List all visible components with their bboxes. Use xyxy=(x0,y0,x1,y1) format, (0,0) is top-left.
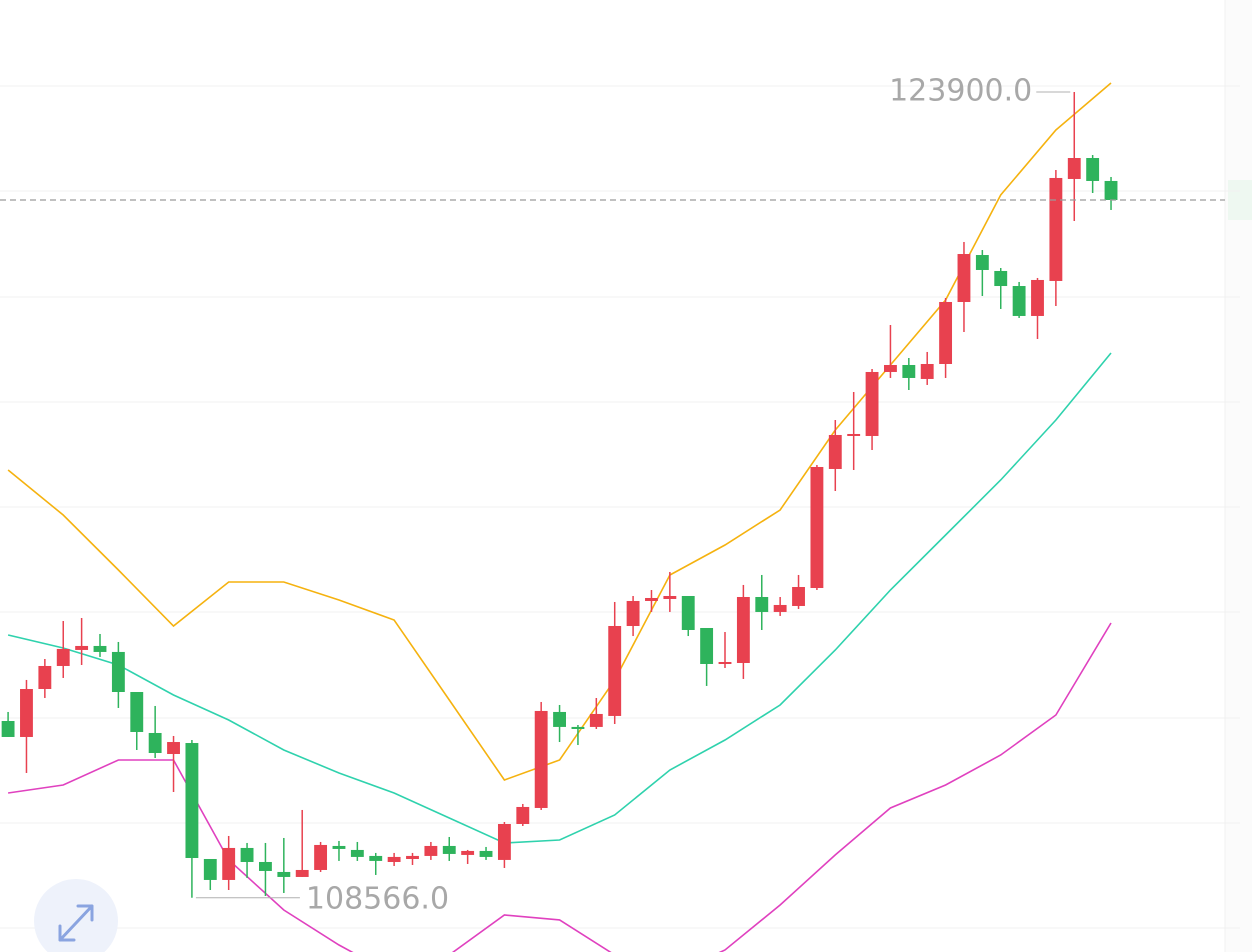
candle-body xyxy=(534,710,548,808)
candle-body xyxy=(920,363,934,379)
candle-body xyxy=(93,645,107,652)
candle-body xyxy=(736,596,750,663)
candle-body xyxy=(516,806,530,824)
candle-body xyxy=(259,861,272,871)
candle-body xyxy=(1012,286,1026,316)
candle-body xyxy=(939,301,953,364)
candle-body xyxy=(20,689,33,737)
candle-body xyxy=(424,845,438,856)
candle-body xyxy=(828,434,842,469)
candle-body xyxy=(663,595,677,599)
candle-body xyxy=(681,595,695,630)
candle-body xyxy=(700,627,714,664)
candle-body xyxy=(314,844,328,870)
candle-body xyxy=(626,600,640,626)
min-label: 108566.0 xyxy=(306,881,449,916)
candle-body xyxy=(295,869,309,877)
candle-body xyxy=(240,847,254,862)
candle-body xyxy=(56,648,70,666)
candle-body xyxy=(1104,180,1118,200)
candle-body xyxy=(571,726,585,729)
candle-body xyxy=(553,711,566,727)
candle-body xyxy=(130,691,144,732)
candle-body xyxy=(847,433,861,436)
candle-body xyxy=(975,255,989,270)
candle-body xyxy=(773,604,787,612)
expand-button[interactable] xyxy=(34,879,118,952)
candle-body xyxy=(222,847,236,880)
candle-body xyxy=(810,466,824,589)
candle-body xyxy=(589,713,603,727)
candle-body xyxy=(957,254,971,302)
band-line xyxy=(7,82,1112,781)
candle-body xyxy=(148,732,162,754)
plot xyxy=(1,82,1118,952)
candle-body xyxy=(75,645,89,650)
candle-body xyxy=(755,596,769,612)
candle-body xyxy=(497,823,511,860)
max-label: 123900.0 xyxy=(889,74,1032,109)
candle-body xyxy=(277,871,291,877)
candle-body xyxy=(479,850,493,857)
candle-body xyxy=(718,661,732,664)
candle-body xyxy=(167,742,180,755)
candle-body xyxy=(185,743,199,858)
candle-body xyxy=(332,845,346,849)
candle-body xyxy=(1049,177,1063,281)
candle-body xyxy=(203,858,217,880)
candle-body xyxy=(111,651,125,692)
candle-body xyxy=(884,364,897,372)
candle-body xyxy=(645,597,658,601)
price-tag xyxy=(1228,180,1252,220)
candle-body xyxy=(350,849,364,857)
candle-body xyxy=(1031,279,1044,316)
candle-body xyxy=(1086,158,1100,181)
candle-body xyxy=(406,855,419,859)
grid xyxy=(0,85,1240,929)
candle-body xyxy=(369,855,383,861)
candle-body xyxy=(608,625,622,716)
candle-body xyxy=(1,721,15,737)
candle-body xyxy=(387,856,401,862)
candle-body xyxy=(38,665,52,690)
candle-body xyxy=(1067,158,1081,179)
candle-body xyxy=(865,371,879,436)
candle-body xyxy=(442,845,456,854)
candle-body xyxy=(792,587,805,606)
candle-body xyxy=(994,270,1008,287)
candle-body xyxy=(461,850,475,855)
candle-body xyxy=(902,364,916,378)
band-line xyxy=(7,352,1112,844)
axis-strip xyxy=(1225,0,1252,952)
